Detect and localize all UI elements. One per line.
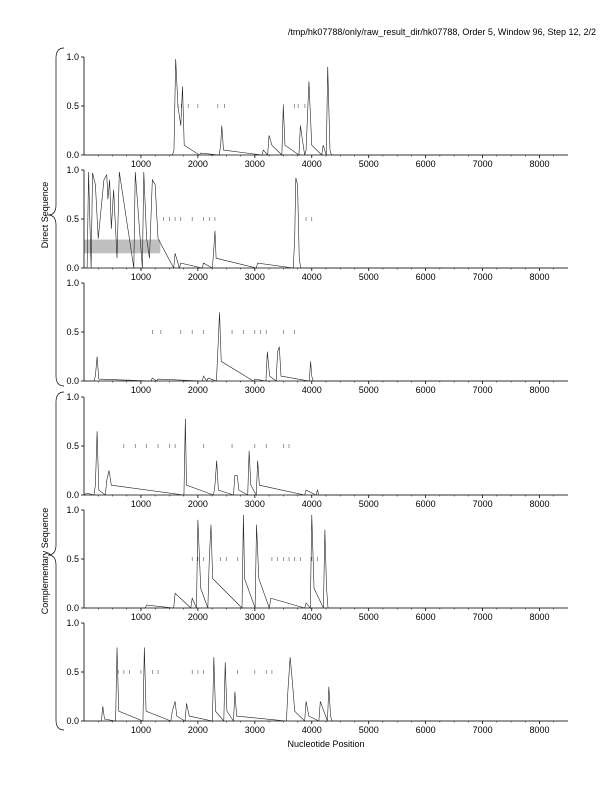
x-tick-label: 2000 [188,725,208,735]
complementary-sequence-label: Complementary Sequence [40,508,50,615]
x-tick-label: 1000 [131,725,151,735]
y-tick-label: 0.5 [66,667,79,677]
series-line [84,58,568,156]
x-tick-label: 8000 [530,385,550,395]
x-tick-label: 4000 [302,612,322,622]
y-tick-label: 0.5 [66,554,79,564]
y-tick-label: 0.0 [66,603,79,613]
x-tick-label: 6000 [416,385,436,395]
x-tick-label: 5000 [359,725,379,735]
series-line [84,514,568,609]
series-line [84,171,568,270]
x-tick-label: 7000 [473,499,493,509]
x-tick-label: 2000 [188,385,208,395]
y-tick-label: 1.0 [66,165,79,175]
complementary-sequence-brace [47,391,65,731]
x-tick-label: 7000 [473,612,493,622]
x-tick-label: 3000 [245,385,265,395]
y-tick-label: 1.0 [66,278,79,288]
x-tick-label: 1000 [131,159,151,169]
panel-2: 0.0 0.5 1.0 1000 2000 3000 4000 5000 6000 7000 800… [66,165,568,282]
x-tick-label: 3000 [245,499,265,509]
x-tick-label: 6000 [416,612,436,622]
x-tick-label: 4000 [302,725,322,735]
x-tick-label: 6000 [416,499,436,509]
y-tick-label: 0.0 [66,376,79,386]
x-tick-label: 4000 [302,159,322,169]
panel-3: 0.0 0.5 1.0 1000 2000 3000 4000 5000 6000 7000 800… [66,278,568,395]
panel-1: 0.0 0.5 1.0 1000 2000 3000 4000 5000 6000 7000 800… [66,52,568,169]
x-tick-label: 4000 [302,272,322,282]
x-tick-label: 1000 [131,499,151,509]
x-tick-label: 2000 [188,159,208,169]
y-tick-label: 0.0 [66,490,79,500]
x-tick-label: 5000 [359,272,379,282]
y-tick-label: 0.0 [66,716,79,726]
x-axis-title: Nucleotide Position [287,739,364,749]
series-line [84,312,568,382]
panel-6: 0.0 0.5 1.0 1000 2000 3000 4000 5000 6000 7000 800… [66,618,568,735]
x-tick-label: 1000 [131,385,151,395]
x-tick-label: 5000 [359,385,379,395]
figure-header: /tmp/hk07788/only/raw_result_dir/hk07788… [287,27,596,37]
x-tick-label: 2000 [188,272,208,282]
x-tick-label: 4000 [302,385,322,395]
x-tick-label: 4000 [302,499,322,509]
x-tick-label: 1000 [131,272,151,282]
x-tick-label: 7000 [473,159,493,169]
x-tick-label: 5000 [359,499,379,509]
x-tick-label: 3000 [245,159,265,169]
x-tick-label: 7000 [473,725,493,735]
y-tick-label: 1.0 [66,52,79,62]
y-tick-label: 0.5 [66,101,79,111]
x-tick-label: 8000 [530,499,550,509]
y-tick-label: 0.5 [66,214,79,224]
x-tick-label: 3000 [245,612,265,622]
highlight-band [84,239,161,254]
x-tick-label: 7000 [473,385,493,395]
panel-5: 0.0 0.5 1.0 1000 2000 3000 4000 5000 6000 7000 800… [66,505,568,622]
x-tick-label: 8000 [530,612,550,622]
series-line [83,418,568,497]
x-tick-label: 5000 [359,612,379,622]
y-tick-label: 1.0 [66,392,79,402]
y-tick-label: 0.0 [66,150,79,160]
x-tick-label: 6000 [416,159,436,169]
y-tick-label: 1.0 [66,505,79,515]
x-tick-label: 5000 [359,159,379,169]
y-tick-label: 1.0 [66,618,79,628]
x-tick-label: 2000 [188,612,208,622]
x-tick-label: 1000 [131,612,151,622]
y-tick-label: 0.5 [66,327,79,337]
y-tick-label: 0.0 [66,263,79,273]
series-line [84,647,568,722]
x-tick-label: 2000 [188,499,208,509]
x-tick-label: 8000 [530,272,550,282]
x-tick-label: 7000 [473,272,493,282]
direct-sequence-brace [47,47,65,387]
direct-sequence-label: Direct Sequence [40,182,50,249]
x-tick-label: 8000 [530,725,550,735]
panel-4: 0.0 0.5 1.0 1000 2000 3000 4000 5000 6000 7000 800… [66,392,568,509]
x-tick-label: 8000 [530,159,550,169]
chart-panels: 0.0 0.5 1.0 1000 2000 3000 4000 5000 6000 7000 800… [66,52,568,735]
x-tick-label: 6000 [416,725,436,735]
y-tick-label: 0.5 [66,441,79,451]
x-tick-label: 3000 [245,272,265,282]
x-tick-label: 6000 [416,272,436,282]
x-tick-label: 3000 [245,725,265,735]
